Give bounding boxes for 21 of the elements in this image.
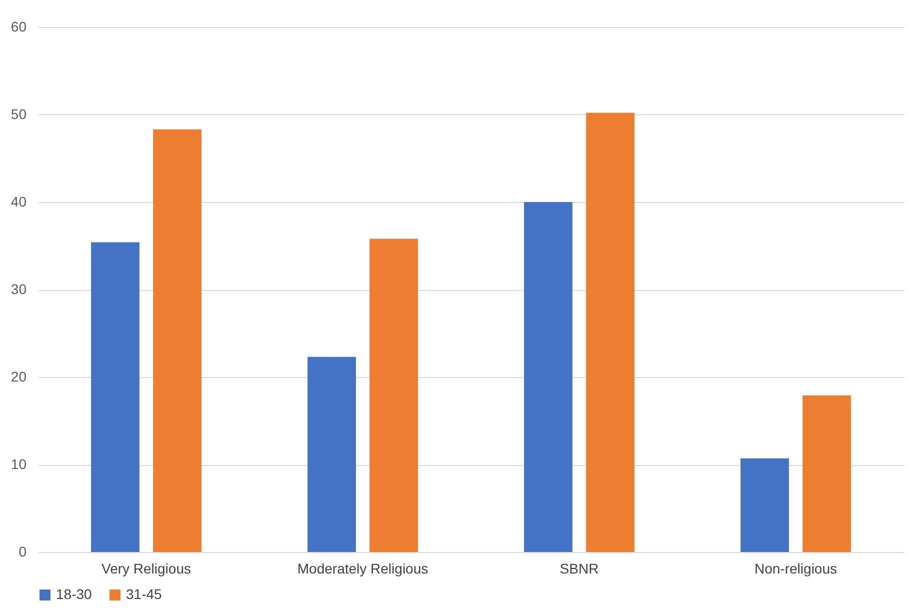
- bar: [91, 242, 140, 552]
- x-tick-label: Very Religious: [102, 560, 191, 576]
- y-tick-label: 0: [18, 544, 27, 560]
- bar: [802, 395, 851, 552]
- bar: [308, 356, 356, 552]
- bar: [370, 238, 418, 552]
- x-tick-label: SBNR: [560, 560, 599, 576]
- y-tick-label: 50: [10, 106, 27, 122]
- legend-label: 31-45: [126, 586, 162, 602]
- bar: [586, 112, 634, 552]
- y-tick-label: 20: [10, 368, 27, 384]
- bar: [153, 129, 202, 552]
- x-tick-label: Moderately Religious: [297, 560, 428, 576]
- bar: [524, 202, 572, 552]
- x-tick-label: Non-religious: [754, 560, 837, 576]
- y-tick-label: 40: [10, 194, 27, 210]
- legend-label: 18-30: [56, 586, 92, 602]
- y-tick-label: 30: [10, 281, 27, 297]
- bar: [740, 458, 789, 552]
- y-tick-label: 60: [10, 18, 27, 34]
- y-tick-label: 10: [10, 456, 27, 472]
